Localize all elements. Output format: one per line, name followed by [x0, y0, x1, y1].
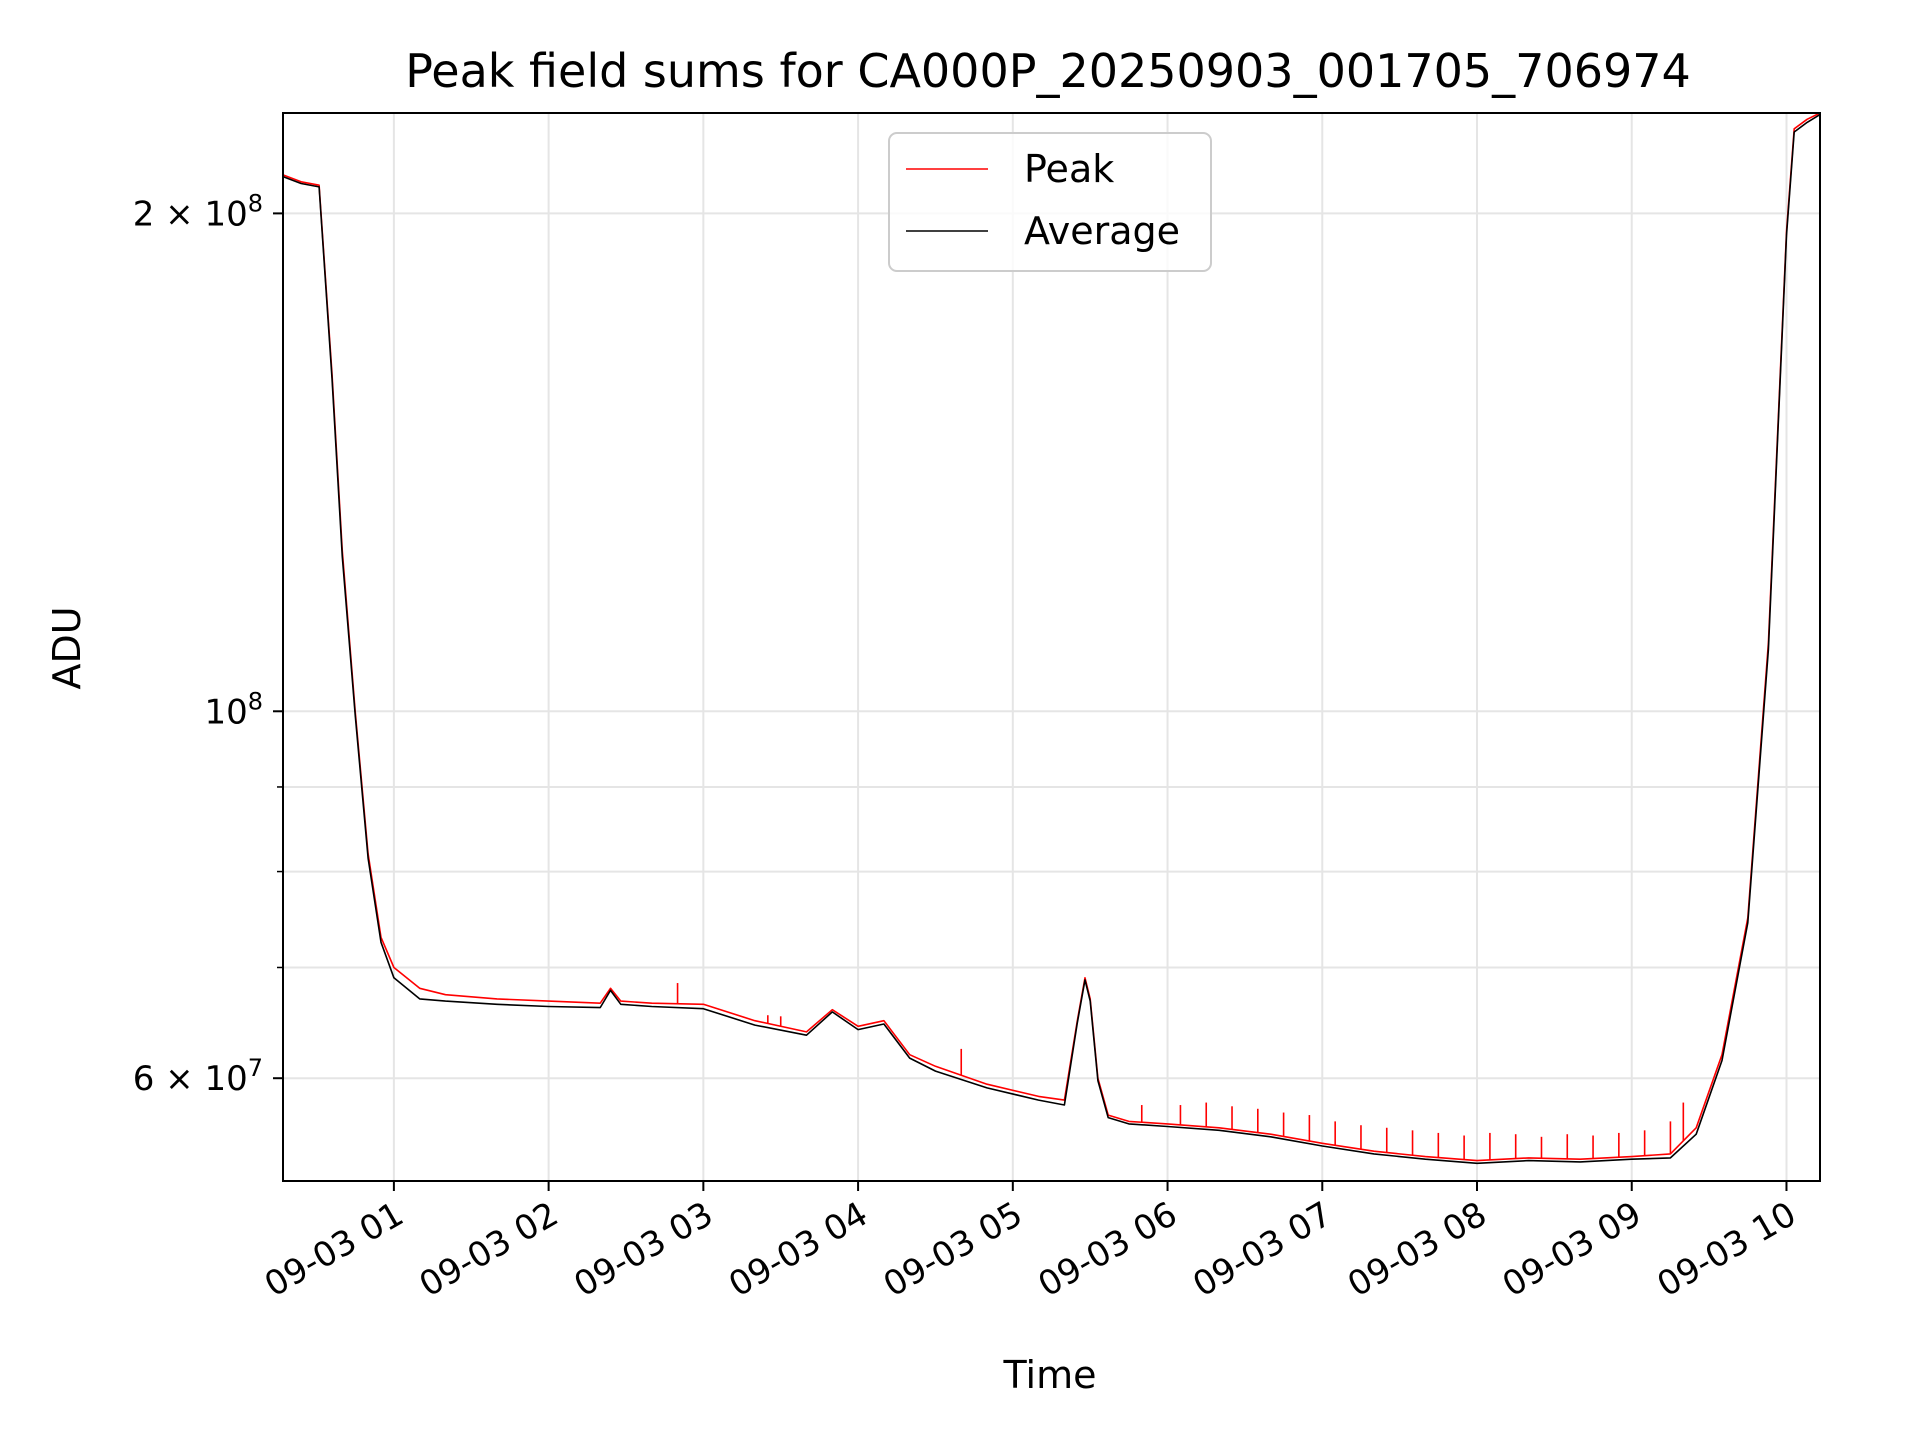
- legend-box: [888, 132, 1212, 272]
- y-tick-label-base: 10: [204, 692, 247, 732]
- y-tick-label-base: 6 × 10: [133, 1059, 248, 1099]
- series-line-average: [282, 113, 1821, 1165]
- y-tick-label-exponent: 7: [248, 1054, 263, 1082]
- legend: Peak Average: [888, 132, 1212, 272]
- y-tick-label-exponent: 8: [248, 189, 263, 217]
- legend-peak-label: Peak: [1024, 147, 1114, 191]
- y-tick-label: 6 × 107: [133, 1054, 263, 1099]
- chart-title: Peak field sums for CA000P_20250903_0017…: [405, 44, 1691, 98]
- y-tick-label-base: 2 × 10: [133, 194, 248, 234]
- plot-frame: [282, 112, 1821, 1182]
- y-tick-label-exponent: 8: [248, 687, 263, 715]
- y-tick-label: 108: [204, 687, 263, 732]
- y-tick-label: 2 × 108: [133, 189, 263, 234]
- y-axis-label: ADU: [45, 606, 89, 689]
- series-layer: [282, 112, 1821, 1165]
- legend-average-label: Average: [1024, 209, 1180, 253]
- x-axis-label: Time: [1003, 1353, 1097, 1397]
- series-line-peak: [282, 112, 1821, 1162]
